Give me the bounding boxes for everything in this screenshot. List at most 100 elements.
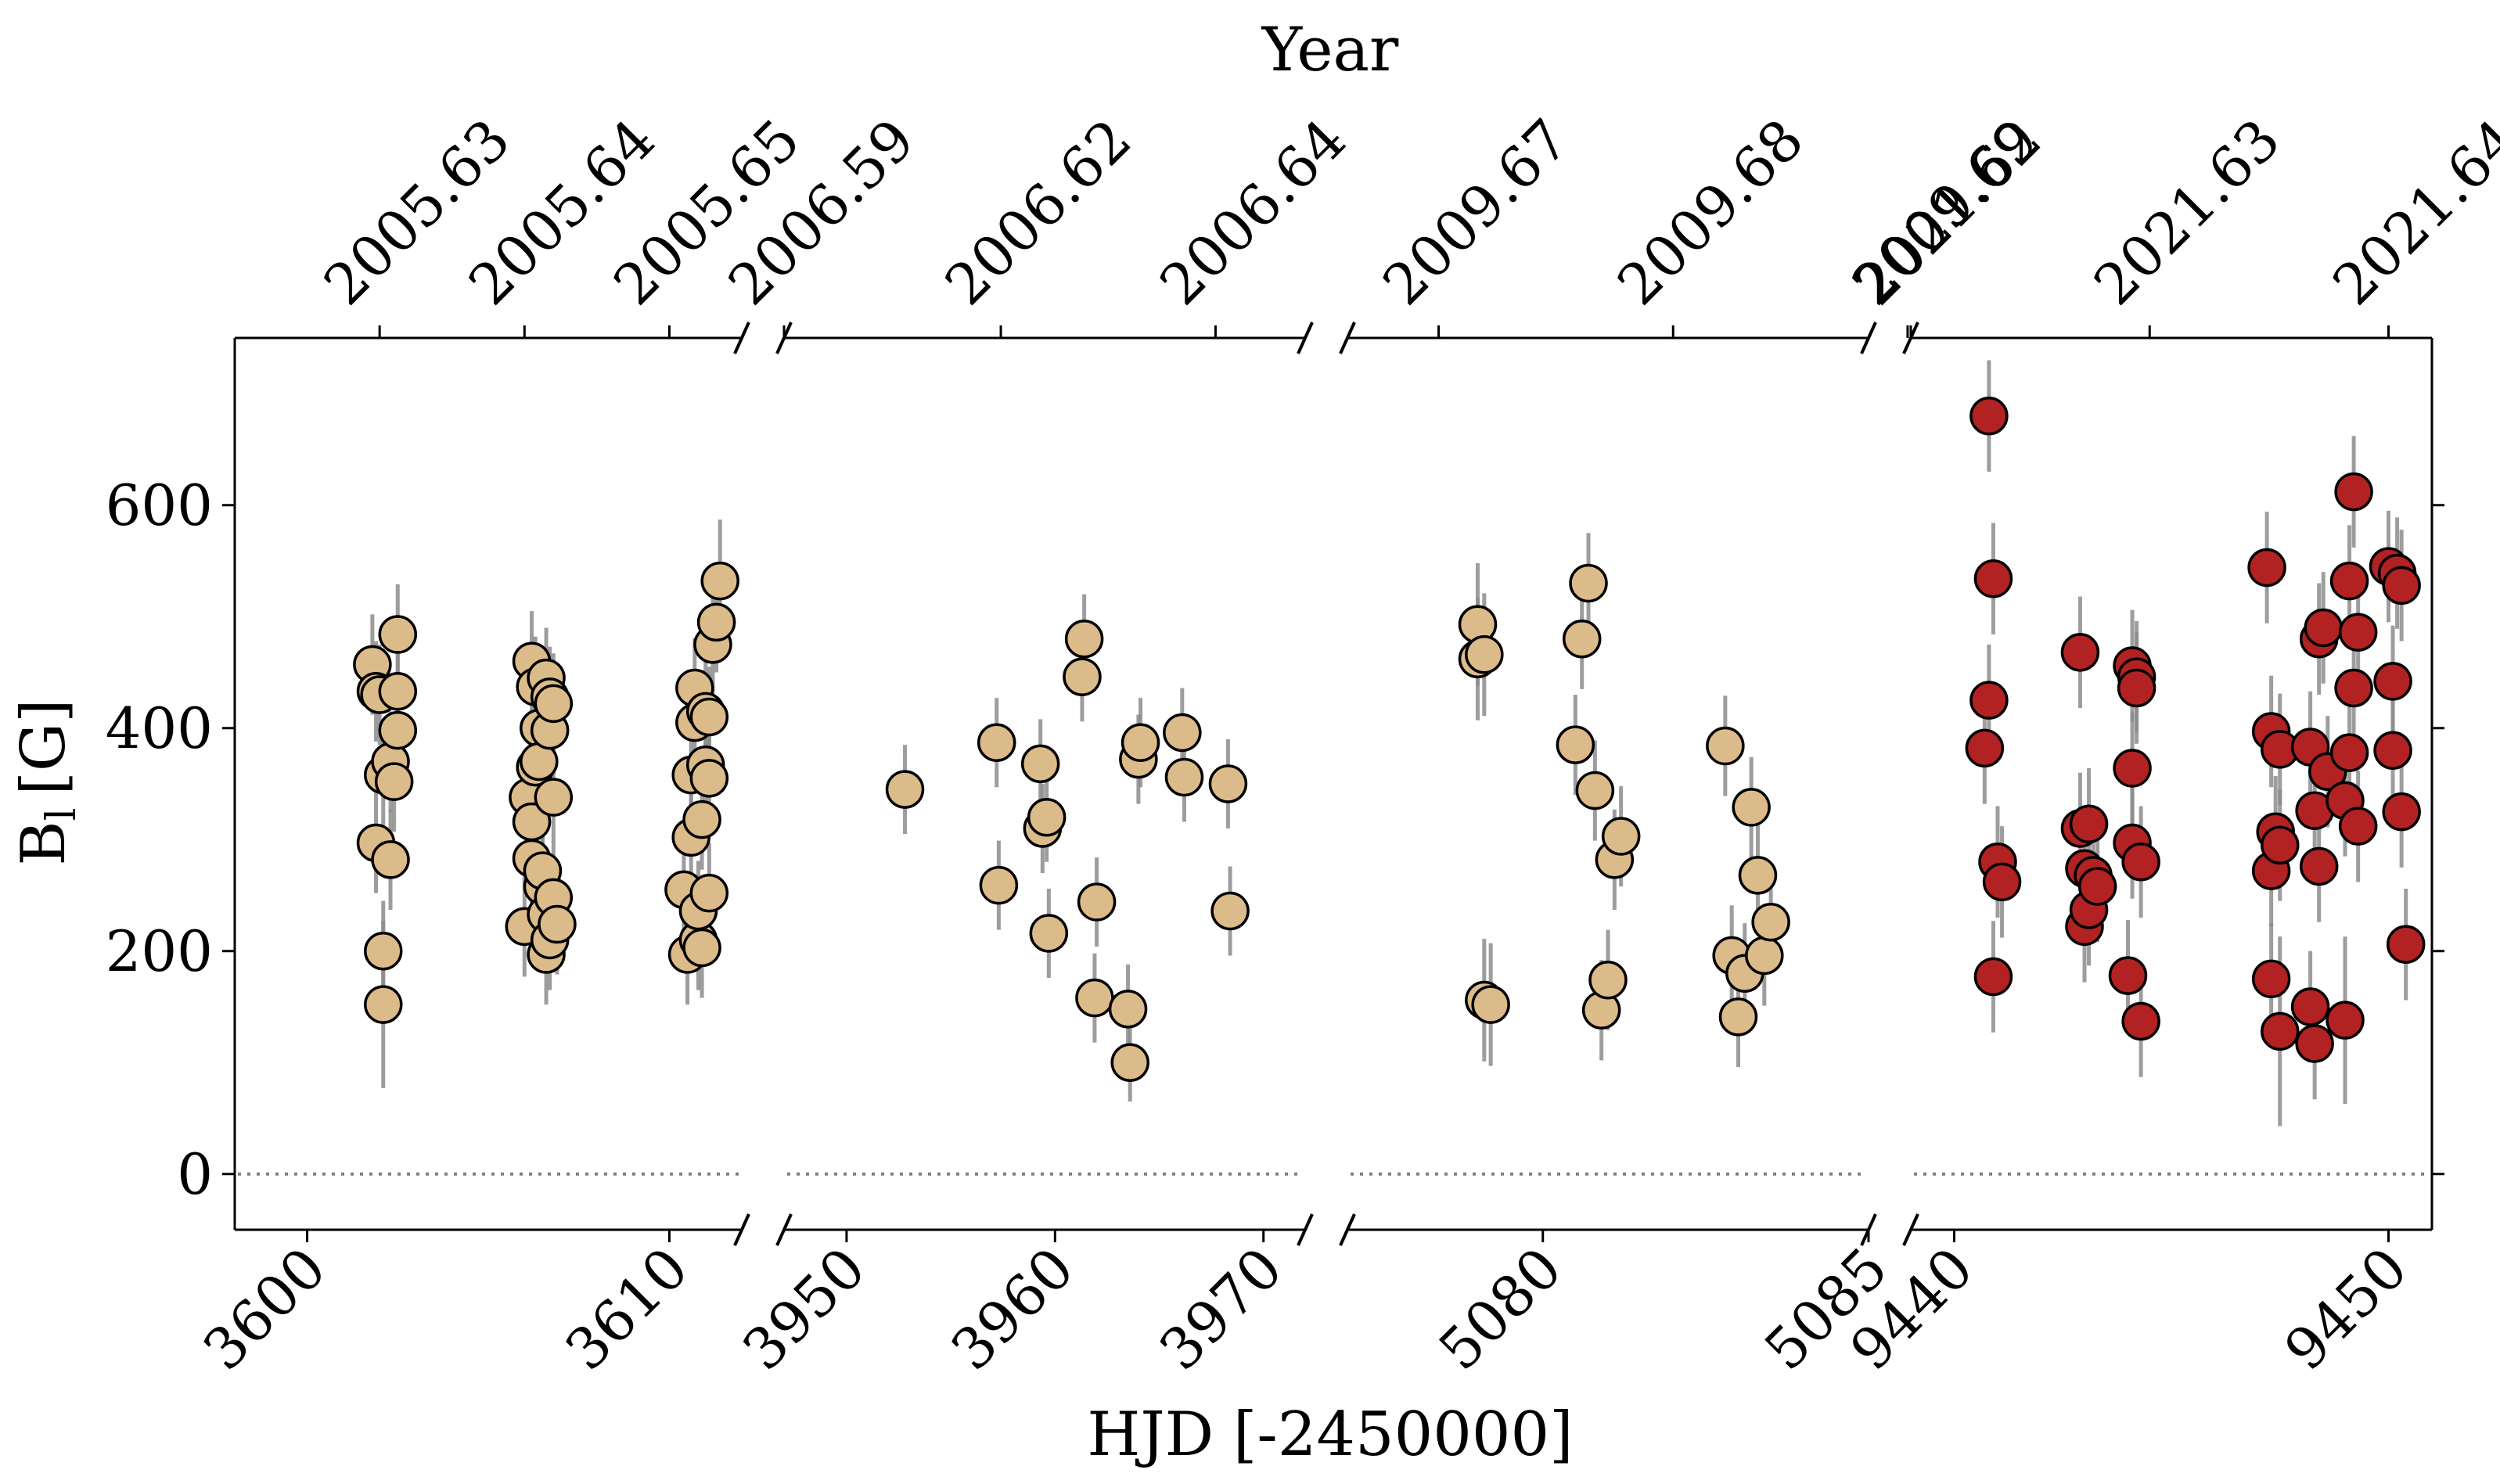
break-mark-top-right bbox=[733, 322, 750, 354]
data-point bbox=[378, 615, 418, 654]
data-point bbox=[1063, 657, 1102, 696]
x-axis-title: HJD [-2450000] bbox=[1087, 1400, 1573, 1470]
data-point bbox=[689, 697, 729, 737]
data-point bbox=[2261, 825, 2300, 865]
data-point bbox=[700, 561, 739, 601]
data-point bbox=[1163, 713, 1202, 753]
data-point bbox=[2261, 1011, 2300, 1051]
data-point bbox=[977, 723, 1016, 763]
data-point bbox=[378, 671, 418, 711]
data-point bbox=[1982, 862, 2022, 902]
data-point bbox=[1973, 957, 2013, 997]
data-point bbox=[2382, 566, 2421, 605]
data-point bbox=[2382, 792, 2421, 832]
data-point bbox=[2334, 668, 2373, 708]
data-point bbox=[2338, 807, 2378, 846]
data-point bbox=[2121, 1001, 2160, 1041]
data-point bbox=[534, 684, 574, 724]
data-point bbox=[2069, 804, 2109, 844]
data-point bbox=[1575, 771, 1615, 810]
data-point bbox=[2334, 472, 2373, 512]
data-point bbox=[1556, 725, 1595, 764]
data-point bbox=[2295, 1024, 2334, 1063]
data-point bbox=[2117, 668, 2156, 708]
data-point bbox=[2077, 867, 2117, 906]
data-point bbox=[1969, 681, 2009, 720]
y-tick-label: 600 bbox=[106, 473, 213, 538]
y-tick-label: 400 bbox=[106, 695, 213, 761]
data-point bbox=[538, 904, 577, 944]
top-tick-label: 2006.64 bbox=[1147, 106, 1358, 318]
x-tick-label: 3600 bbox=[191, 1235, 339, 1383]
data-point bbox=[1969, 397, 2009, 436]
y-axis-title-unit: [G] bbox=[9, 699, 79, 795]
data-point bbox=[1077, 882, 1117, 922]
data-point bbox=[1164, 757, 1204, 797]
data-point bbox=[1569, 563, 1608, 603]
x-tick-label: 3610 bbox=[552, 1235, 700, 1383]
data-point bbox=[371, 840, 410, 879]
data-point bbox=[378, 710, 418, 750]
data-point bbox=[2290, 987, 2330, 1026]
data-point bbox=[1706, 726, 1745, 766]
data-point bbox=[1108, 990, 1148, 1029]
data-point bbox=[1208, 764, 1248, 803]
y-tick-label: 200 bbox=[106, 918, 213, 984]
data-point bbox=[682, 799, 721, 839]
x-tick-label: 3950 bbox=[730, 1235, 878, 1383]
data-point bbox=[1110, 1043, 1149, 1082]
break-mark-bottom-left bbox=[1339, 1213, 1356, 1246]
x-tick-label: 3960 bbox=[938, 1235, 1086, 1383]
data-point bbox=[1588, 961, 1628, 1000]
data-point bbox=[2108, 956, 2148, 995]
data-point bbox=[1075, 978, 1114, 1018]
data-point bbox=[979, 865, 1019, 905]
data-point bbox=[2373, 662, 2412, 701]
data-point bbox=[1973, 559, 2013, 598]
data-point bbox=[2329, 561, 2369, 601]
y-tick-label: 0 bbox=[177, 1141, 213, 1207]
top-tick-label: 2021.63 bbox=[2081, 106, 2293, 318]
data-point bbox=[2113, 749, 2152, 788]
top-tick-label: 2006.62 bbox=[933, 106, 1144, 318]
data-point bbox=[1732, 788, 1771, 827]
break-mark-bottom-right bbox=[1297, 1213, 1314, 1246]
top-tick-label: 2009.68 bbox=[1605, 106, 1816, 318]
data-point bbox=[1029, 914, 1069, 953]
data-point bbox=[2121, 843, 2160, 882]
top-tick-label: 2021.62 bbox=[1843, 106, 2054, 318]
data-point bbox=[2338, 613, 2378, 652]
data-point bbox=[1471, 985, 1510, 1024]
data-point bbox=[364, 932, 403, 971]
data-point bbox=[1718, 997, 1758, 1037]
x-tick-label: 5080 bbox=[1426, 1235, 1574, 1383]
data-point bbox=[689, 759, 729, 798]
break-mark-bottom-left bbox=[1902, 1213, 1919, 1246]
y-axis-title-subscript: l bbox=[38, 808, 85, 821]
data-point bbox=[1562, 620, 1602, 659]
top-axis-title: Year bbox=[1261, 15, 1399, 85]
data-point bbox=[2386, 925, 2426, 964]
data-point bbox=[1064, 620, 1104, 659]
break-mark-top-right bbox=[1860, 322, 1877, 354]
break-mark-top-right bbox=[1297, 322, 1314, 354]
y-axis-title-symbol: B bbox=[9, 821, 79, 865]
break-mark-bottom-right bbox=[733, 1213, 750, 1246]
top-tick-label: 2021.64 bbox=[2320, 106, 2500, 318]
x-tick-label: 9450 bbox=[2272, 1235, 2420, 1383]
data-point bbox=[689, 873, 729, 913]
top-tick-label: 2009.67 bbox=[1370, 106, 1581, 318]
y-axis-title: Bl [G] bbox=[9, 699, 85, 865]
data-point bbox=[696, 602, 736, 642]
data-point bbox=[2329, 733, 2369, 772]
data-point bbox=[2304, 608, 2343, 648]
data-point bbox=[2060, 633, 2100, 672]
data-point bbox=[374, 762, 414, 801]
data-point bbox=[2299, 846, 2339, 886]
data-point bbox=[2247, 548, 2286, 587]
